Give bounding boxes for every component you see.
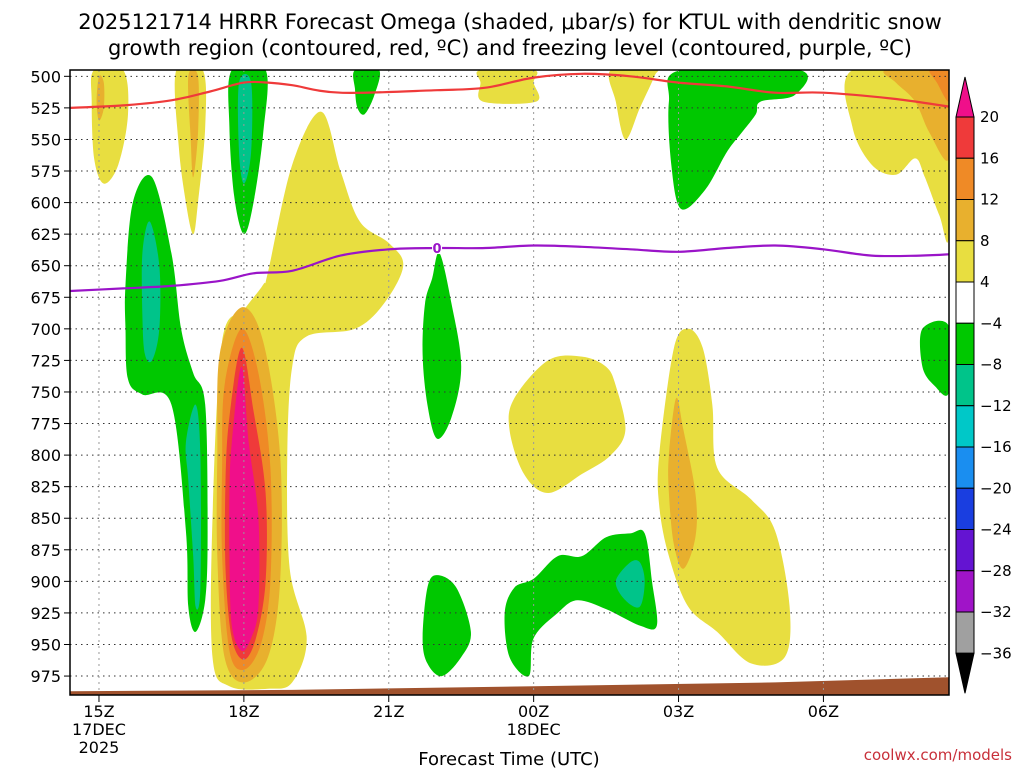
colorbar-tick-label: 20 xyxy=(980,108,999,126)
y-tick-label-700: 700 xyxy=(30,320,61,339)
colorbar-band-8 xyxy=(955,405,975,448)
omega-region-teal-17Z-lower xyxy=(185,404,201,610)
dgz-contour-line xyxy=(70,72,949,109)
x-tick-label-18Z: 18Z xyxy=(228,702,259,721)
y-tick-label-850: 850 xyxy=(30,509,61,528)
omega-region-orange-03Z-lower xyxy=(668,397,697,569)
y-tick-label-900: 900 xyxy=(30,572,61,591)
x-tick-date-15Z: 17DEC xyxy=(72,720,126,739)
omega-region-green-03Z-upper xyxy=(667,70,808,210)
colorbar-band-2 xyxy=(955,157,975,200)
colorbar-band-1 xyxy=(955,116,975,159)
credit-text: coolwx.com/models xyxy=(864,746,1012,764)
x-tick-label-15Z: 15Z xyxy=(83,702,114,721)
y-tick-label-725: 725 xyxy=(30,351,61,370)
omega-region-orange-06Z-upper-right xyxy=(883,70,949,161)
y-tick-label-975: 975 xyxy=(30,667,61,686)
colorbar-tick-label: −8 xyxy=(980,356,1002,374)
omega-region-yellow-00Z-mid xyxy=(508,355,626,493)
y-tick-label-750: 750 xyxy=(30,383,61,402)
y-tick-label-800: 800 xyxy=(30,446,61,465)
chart-title-line2: growth region (contoured, red, ºC) and f… xyxy=(108,36,912,60)
omega-region-green-right-edge xyxy=(919,320,949,396)
omega-region-orange-red-upper-right-corner xyxy=(929,70,949,102)
colorbar-band-12 xyxy=(955,570,975,613)
colorbar-band-9 xyxy=(955,446,975,489)
omega-region-yellow-01Z-top xyxy=(608,70,659,140)
y-tick-label-925: 925 xyxy=(30,604,61,623)
colorbar-tick-label: −16 xyxy=(980,438,1012,456)
terrain-surface xyxy=(70,677,949,695)
y-tick-label-525: 525 xyxy=(30,99,61,118)
y-tick-label-625: 625 xyxy=(30,225,61,244)
omega-region-teal-18Z-top xyxy=(237,73,253,184)
colorbar-tick-label: 16 xyxy=(980,149,999,167)
omega-region-green-22Z-lower xyxy=(422,575,471,677)
colorbar-tick-label: 12 xyxy=(980,191,999,209)
omega-region-teal-02Z-lower xyxy=(615,560,645,608)
y-tick-label-600: 600 xyxy=(30,194,61,213)
y-tick-label-825: 825 xyxy=(30,478,61,497)
chart-title-line1: 2025121714 HRRR Forecast Omega (shaded, … xyxy=(78,10,942,34)
plot-area: 0 xyxy=(69,69,950,696)
colorbar-band-10 xyxy=(955,487,975,530)
y-tick-label-550: 550 xyxy=(30,130,61,149)
y-axis: 500 525 550 575 600 625 650 675 700 725 750 775 800 8… xyxy=(30,67,70,686)
freezing-level-label: 0 xyxy=(433,242,442,257)
colorbar-band-11 xyxy=(955,529,975,572)
y-tick-label-575: 575 xyxy=(30,162,61,181)
colorbar-top-arrow xyxy=(955,76,975,118)
y-tick-label-950: 950 xyxy=(30,635,61,654)
x-tick-year-15Z: 2025 xyxy=(79,738,120,757)
colorbar-tick-label: −12 xyxy=(980,397,1012,415)
colorbar-tick-label: −28 xyxy=(980,562,1012,580)
omega-region-orange-upper-left xyxy=(96,75,105,121)
x-tick-date-00Z: 18DEC xyxy=(507,720,561,739)
colorbar-tick-label: −36 xyxy=(980,644,1012,662)
y-tick-label-650: 650 xyxy=(30,257,61,276)
colorbar-tick-label: 8 xyxy=(980,232,990,250)
freezing-label-bg xyxy=(432,241,443,255)
contour-lines: 0 xyxy=(70,72,949,293)
omega-region-yellow-22Z-top xyxy=(476,70,540,104)
x-axis-title: Forecast Time (UTC) xyxy=(418,749,599,768)
omega-region-yellow-03Z-lower xyxy=(657,328,791,666)
colorbar-tick-label: −24 xyxy=(980,521,1012,539)
omega-region-green-22Z-mid xyxy=(422,252,462,439)
omega-shaded-regions xyxy=(90,70,949,690)
colorbar-band-7 xyxy=(955,364,975,407)
y-tick-label-775: 775 xyxy=(30,415,61,434)
x-tick-label-06Z: 06Z xyxy=(808,702,839,721)
colorbar: 20 16 12 8 4 −4 −8 −12 −16 −20 −24 −28 −32 −36 xyxy=(955,76,1012,694)
colorbar-tick-label: −4 xyxy=(980,314,1002,332)
colorbar-bottom-arrow xyxy=(955,652,975,694)
x-tick-label-21Z: 21Z xyxy=(373,702,404,721)
y-tick-label-675: 675 xyxy=(30,288,61,307)
colorbar-band-6 xyxy=(955,322,975,365)
plot-frame xyxy=(69,69,950,696)
omega-region-green-00Z-02Z-lower xyxy=(504,529,658,677)
colorbar-band-13 xyxy=(955,611,975,654)
colorbar-band-3 xyxy=(955,199,975,242)
terrain-layer xyxy=(70,677,949,695)
colorbar-tick-label: 4 xyxy=(980,273,990,291)
freezing-level-line xyxy=(70,244,949,293)
colorbar-band-5 xyxy=(955,281,975,324)
colorbar-band-4 xyxy=(955,240,975,283)
y-tick-label-875: 875 xyxy=(30,541,61,560)
x-tick-label-00Z: 00Z xyxy=(518,702,549,721)
colorbar-tick-label: −20 xyxy=(980,479,1012,497)
grid-lines xyxy=(70,70,949,695)
colorbar-tick-label: −32 xyxy=(980,603,1012,621)
omega-region-teal-15Z-17Z-column xyxy=(141,221,161,363)
x-tick-label-03Z: 03Z xyxy=(663,702,694,721)
y-tick-label-500: 500 xyxy=(30,67,61,86)
